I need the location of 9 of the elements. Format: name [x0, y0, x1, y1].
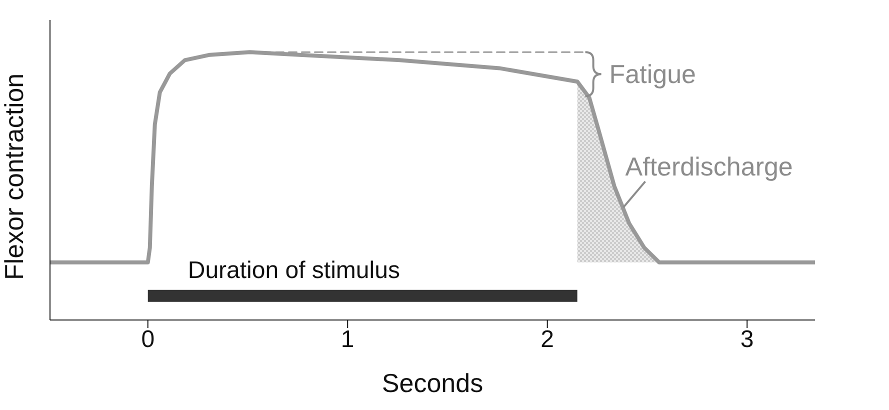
x-axis-title: Seconds — [382, 368, 484, 398]
x-tick-label: 3 — [740, 326, 754, 354]
x-tick-label: 2 — [540, 326, 554, 354]
annotation: Afterdischarge — [625, 152, 793, 182]
series-label: Duration of stimulus — [188, 256, 400, 284]
x-tick-label: 0 — [141, 326, 155, 354]
annotation: Fatigue — [609, 59, 696, 90]
x-tick-label: 1 — [340, 326, 354, 354]
y-axis-title: Flexor contraction — [0, 73, 30, 280]
